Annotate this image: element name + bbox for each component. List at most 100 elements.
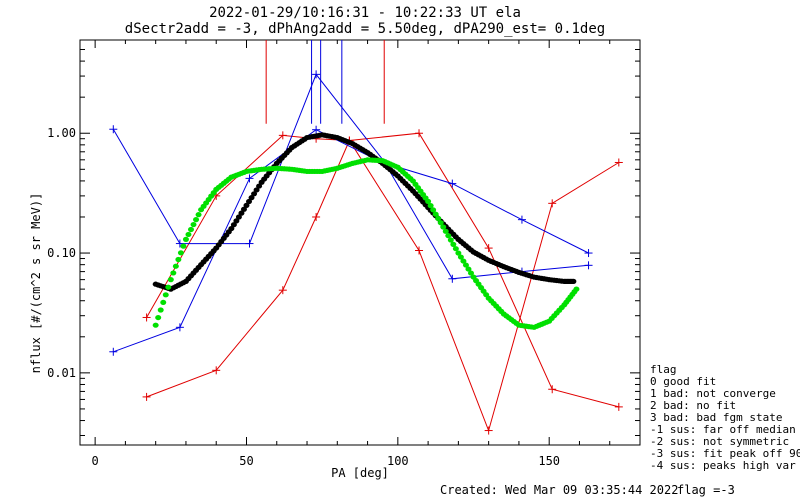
data-point-plus [245, 239, 254, 248]
fit-curve-point [230, 222, 237, 228]
legend: flag 0 good fit 1 bad: not converge 2 ba… [650, 363, 800, 472]
x-axis-label: PA [deg] [331, 466, 389, 480]
data-point-plus [109, 125, 118, 134]
fit-curve-point [233, 218, 240, 224]
fit-curve-point [172, 263, 179, 269]
fit-curve-point [430, 207, 437, 213]
data-point-plus [245, 174, 254, 183]
fit-curve-point [193, 217, 200, 223]
legend-item: -1 sus: far off median [650, 423, 796, 436]
fit-curve-point [165, 284, 172, 290]
data-series-line [113, 129, 589, 353]
y-tick-label: 0.01 [47, 366, 76, 380]
data-point-plus [278, 286, 287, 295]
data-point-plus [142, 313, 151, 322]
footer-flag: flag =-3 [677, 483, 735, 497]
fit-curve-point [182, 236, 189, 242]
legend-item: -3 sus: fit peak off 90 [650, 447, 800, 460]
fit-curve-point [251, 191, 258, 197]
fit-curve-point [457, 254, 464, 260]
data-point-plus [614, 402, 623, 411]
fit-curve-point [177, 250, 184, 256]
x-tick-label: 150 [538, 454, 560, 468]
fit-curve-point [240, 206, 247, 212]
fit-curve-point [185, 231, 192, 238]
data-point-plus [484, 426, 493, 435]
x-tick-label: 0 [92, 454, 99, 468]
fit-curve-point [195, 212, 202, 218]
fit-curve-point [437, 220, 444, 226]
fit-curve-point [167, 277, 174, 283]
legend-title: flag [650, 363, 677, 376]
fit-curve-point [425, 198, 432, 204]
data-point-plus [175, 323, 184, 332]
data-point-plus [212, 366, 221, 375]
fit-curve-point [440, 224, 447, 230]
fit-curve-point [246, 198, 253, 205]
data-point-plus [109, 347, 118, 356]
fit-curve-point [462, 262, 469, 268]
fit-curve-point [467, 270, 474, 276]
fit-curve-point [427, 203, 434, 209]
fit-curve-point [235, 214, 242, 220]
data-point-plus [175, 239, 184, 248]
legend-item: -2 sus: not symmetric [650, 435, 789, 448]
fit-curve-point [455, 250, 462, 256]
data-series-line [112, 73, 589, 254]
fit-curve-point [157, 307, 164, 313]
y-tick-label: 0.10 [47, 246, 76, 260]
fit-curve-point [248, 195, 255, 201]
fit-curve-point [243, 202, 250, 208]
fit-curve-point [573, 286, 580, 292]
fit-curve-point [162, 292, 169, 298]
fit-curve-point [238, 210, 245, 216]
legend-item: 0 good fit [650, 375, 716, 388]
fit-curve-point [160, 299, 167, 306]
fit-curve-point [187, 226, 194, 233]
data-point-plus [312, 70, 321, 79]
fit-curve-point [253, 187, 260, 193]
data-point-plus [448, 179, 457, 188]
fit-curve-point [180, 243, 187, 249]
legend-item: -4 sus: peaks high var [650, 459, 796, 472]
x-tick-label: 100 [387, 454, 409, 468]
fit-curve-point [442, 228, 449, 234]
fit-curve-point [432, 211, 439, 217]
plot-frame [79, 39, 641, 446]
fit-curve-point [447, 237, 454, 243]
data-point-plus [484, 244, 493, 253]
data-point-plus [142, 392, 151, 401]
data-point-plus [614, 158, 623, 167]
data-series-line [146, 132, 619, 408]
fit-curve-point [155, 314, 162, 321]
fit-curve-point [170, 270, 177, 276]
chart-title-line2: dSectr2add = -3, dPhAng2add = 5.50deg, d… [125, 21, 605, 37]
fit-curve-point [570, 278, 577, 284]
chart-title-line1: 2022-01-29/10:16:31 - 10:22:33 UT ela [209, 5, 521, 21]
fit-curve-point [228, 225, 235, 232]
fit-curve-point [460, 258, 467, 264]
data-point-plus [548, 199, 557, 208]
data-point-plus [584, 249, 593, 258]
fit-curve-point [256, 183, 263, 189]
legend-item: 1 bad: not converge [650, 387, 776, 400]
data-series-line [146, 139, 620, 433]
series-layer [109, 40, 623, 435]
fit-curve-point [152, 322, 159, 328]
data-point-plus [312, 125, 321, 134]
fit-curve-point [190, 221, 197, 228]
data-point-plus [278, 131, 287, 140]
axis-ticks: 0 50 100 150 0.01 0.10 1.00 [47, 39, 640, 468]
data-point-plus [448, 274, 457, 283]
fit-curve-point [435, 215, 442, 222]
data-point-plus [548, 385, 557, 394]
fit-curve-point [465, 266, 472, 272]
fit-curve-point [175, 256, 182, 263]
y-axis-label: nflux [#/(cm^2 s sr MeV)] [29, 193, 43, 374]
x-tick-label: 50 [239, 454, 253, 468]
legend-item: 2 bad: no fit [650, 399, 736, 412]
legend-item: 3 bad: bad fgm state [650, 411, 782, 424]
data-point-plus [415, 129, 424, 138]
fit-curve-point [445, 233, 452, 239]
